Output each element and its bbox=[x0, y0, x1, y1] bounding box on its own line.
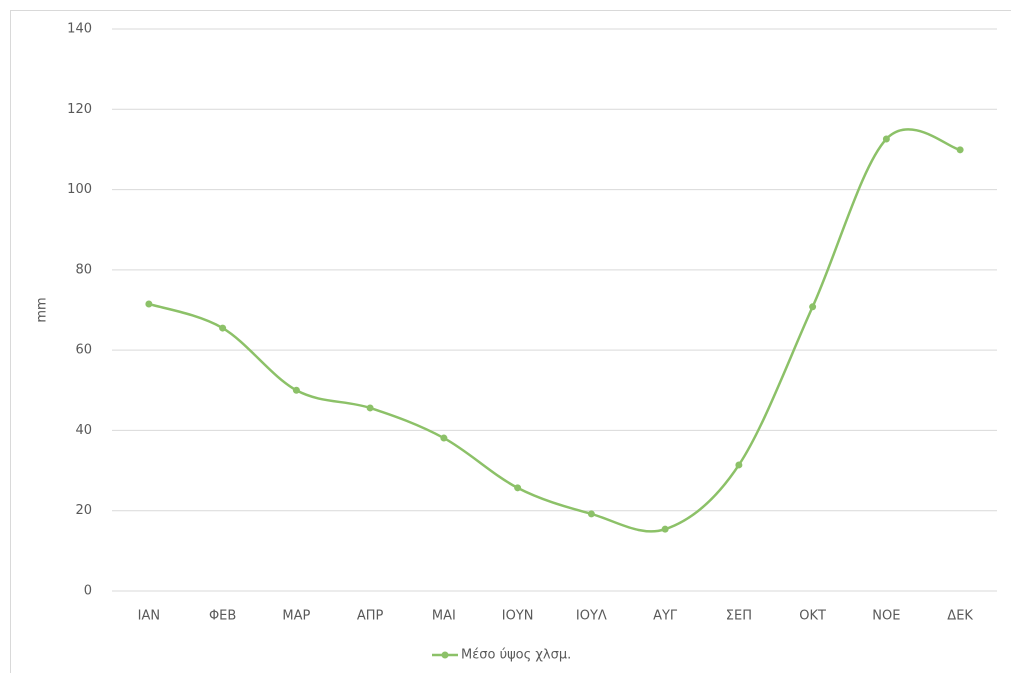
point bbox=[809, 303, 817, 311]
x-tick-label: ΙΟΥΛ bbox=[576, 609, 607, 624]
x-tick-label: ΜΑΙ bbox=[432, 609, 456, 624]
point bbox=[587, 510, 595, 518]
point bbox=[145, 300, 153, 308]
x-tick-label: ΙΟΥΝ bbox=[502, 609, 534, 624]
x-tick-label: ΟΚΤ bbox=[799, 609, 826, 624]
point bbox=[956, 146, 964, 154]
x-tick-label: ΔΕΚ bbox=[947, 609, 973, 624]
x-tick-label: ΑΠΡ bbox=[357, 609, 384, 624]
y-tick-label: 0 bbox=[84, 584, 92, 599]
point bbox=[735, 461, 743, 469]
y-tick-label: 20 bbox=[75, 503, 92, 518]
x-tick-label: ΝΟΕ bbox=[872, 609, 900, 624]
x-tick-label: ΦΕΒ bbox=[209, 609, 236, 624]
point bbox=[514, 484, 522, 492]
point bbox=[219, 324, 227, 332]
x-tick-label: ΑΥΓ bbox=[653, 609, 678, 624]
y-tick-label: 40 bbox=[75, 423, 92, 438]
y-tick-label: 140 bbox=[67, 22, 92, 37]
legend-marker bbox=[441, 651, 449, 659]
point bbox=[661, 525, 669, 533]
point bbox=[440, 434, 448, 442]
y-axis-label: mm bbox=[35, 297, 50, 322]
y-tick-label: 60 bbox=[75, 343, 92, 358]
chart-frame bbox=[10, 10, 1011, 673]
y-tick-label: 120 bbox=[67, 102, 92, 117]
x-tick-label: ΣΕΠ bbox=[726, 609, 752, 624]
legend-label: Μέσο ύψος χλσμ. bbox=[461, 648, 571, 663]
x-tick-label: ΙΑΝ bbox=[138, 609, 160, 624]
x-tick-label: ΜΑΡ bbox=[282, 609, 310, 624]
point bbox=[882, 135, 890, 143]
point bbox=[292, 386, 300, 394]
y-tick-label: 100 bbox=[67, 182, 92, 197]
point bbox=[366, 404, 374, 412]
y-tick-label: 80 bbox=[75, 262, 92, 277]
